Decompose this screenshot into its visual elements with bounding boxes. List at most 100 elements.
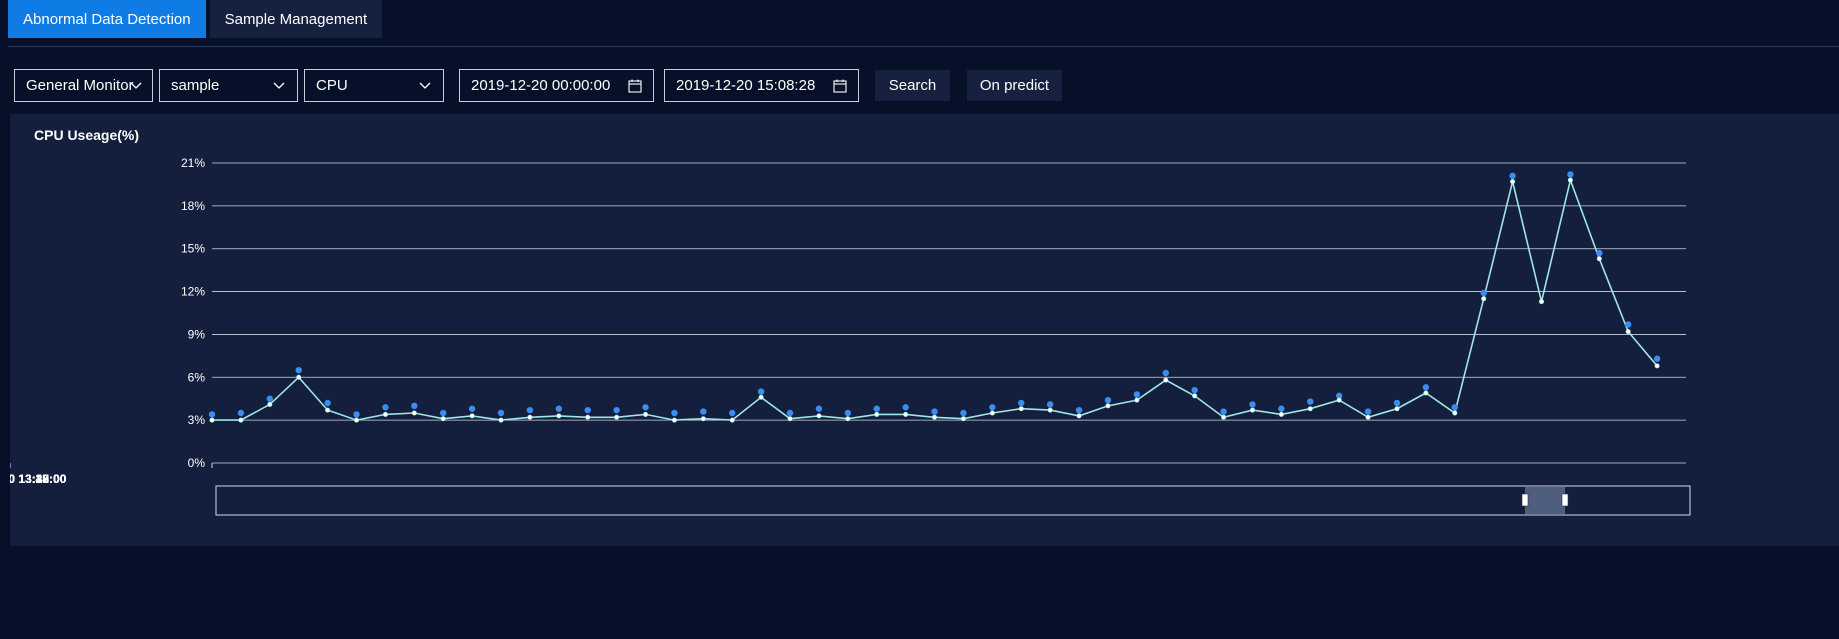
actual-point	[1394, 406, 1400, 412]
predicted-point	[989, 404, 996, 411]
predicted-point	[1567, 171, 1574, 178]
predicted-point	[671, 409, 678, 417]
monitor-select-value: General Monitor	[26, 77, 134, 94]
actual-point	[1076, 413, 1082, 419]
actual-point	[1365, 414, 1371, 420]
actual-point	[267, 401, 273, 407]
y-tick-label: 18%	[181, 199, 205, 213]
predicted-point	[1596, 249, 1603, 257]
end-time-picker[interactable]: 2019-12-20 15:08:28	[664, 69, 859, 102]
actual-point	[903, 411, 909, 417]
actual-point	[1596, 256, 1602, 262]
x-tick-label: 2019-12-20 13:42:00	[10, 472, 67, 486]
actual-point	[845, 416, 851, 422]
predicted-point	[497, 409, 505, 417]
predicted-point	[324, 399, 331, 407]
predicted-point	[468, 405, 476, 412]
y-axis-ticks: 0% 3% 6% 9% 12% 15% 18% 21%	[181, 156, 205, 470]
x-tick-label: 2019-12-20 13:30:00	[10, 472, 67, 486]
zoom-handle[interactable]	[1521, 493, 1529, 507]
actual-point	[585, 414, 591, 420]
metric-select[interactable]: CPU	[304, 69, 444, 102]
actual-point	[1423, 390, 1429, 396]
tab-sample-management[interactable]: Sample Management	[209, 0, 383, 38]
actual-point	[1134, 397, 1140, 403]
actual-point	[816, 413, 822, 419]
actual-point	[787, 416, 793, 422]
actual-point	[1654, 363, 1660, 369]
actual-point	[1047, 407, 1053, 413]
predicted-point	[1451, 404, 1458, 411]
predicted-point	[815, 405, 823, 412]
chevron-down-icon	[417, 78, 433, 94]
predicted-point	[1104, 396, 1112, 404]
tab-bar: Abnormal Data Detection Sample Managemen…	[8, 0, 383, 38]
predicted-point	[1624, 321, 1632, 328]
end-time-value: 2019-12-20 15:08:28	[676, 77, 816, 94]
predicted-point	[1018, 399, 1025, 407]
actual-point	[469, 413, 475, 419]
predicted-point	[295, 366, 302, 374]
predicted-point	[613, 406, 620, 414]
actual-point	[1307, 406, 1313, 412]
actual-point	[325, 407, 331, 413]
y-tick-label: 9%	[188, 327, 206, 341]
predicted-point	[555, 405, 563, 412]
zoom-handle[interactable]	[1561, 493, 1569, 507]
actual-point	[932, 414, 938, 420]
predicted-point	[1191, 386, 1198, 394]
predicted-point	[440, 409, 447, 417]
predicted-point	[1509, 172, 1516, 180]
predicted-point	[1335, 392, 1343, 400]
chart-panel: CPU Useage(%) 0% 3% 6% 9% 12% 15% 18% 21% 2019-…	[10, 114, 1839, 546]
chevron-down-icon	[271, 78, 287, 94]
predicted-point	[208, 411, 216, 418]
monitor-select[interactable]: General Monitor	[14, 69, 153, 102]
predicted-point	[1307, 398, 1314, 405]
actual-point	[296, 374, 302, 380]
calendar-icon	[627, 78, 643, 94]
actual-point	[411, 410, 417, 416]
predicted-point	[1249, 401, 1256, 408]
predicted-point	[1133, 391, 1141, 398]
actual-point	[960, 416, 966, 422]
x-tick-label: 2019-12-20 13:39:00	[10, 472, 67, 486]
predicted-point	[1075, 406, 1083, 414]
actual-point	[700, 416, 706, 422]
actual-point	[758, 394, 764, 400]
predicted-point	[700, 408, 707, 415]
search-button[interactable]: Search	[875, 70, 950, 101]
predicted-point	[757, 388, 765, 395]
predicted-point	[584, 406, 591, 414]
actual-point	[527, 414, 533, 420]
on-predict-button[interactable]: On predict	[967, 70, 1062, 101]
predicted-point	[1278, 405, 1285, 412]
predicted-point	[237, 409, 245, 417]
predicted-point	[844, 409, 852, 417]
actual-point	[556, 413, 562, 419]
predicted-point	[266, 395, 274, 402]
actual-point	[1452, 410, 1458, 416]
actual-point	[440, 416, 446, 422]
zoom-track	[215, 485, 1691, 516]
sample-select[interactable]: sample	[159, 69, 298, 102]
predicted-point	[1162, 369, 1169, 377]
start-time-value: 2019-12-20 00:00:00	[471, 77, 611, 94]
tab-abnormal-data-detection[interactable]: Abnormal Data Detection	[8, 0, 206, 38]
predicted-point	[902, 404, 909, 411]
y-tick-label: 15%	[181, 242, 205, 256]
actual-point	[1249, 407, 1255, 413]
start-time-picker[interactable]: 2019-12-20 00:00:00	[459, 69, 654, 102]
predicted-point	[642, 404, 649, 411]
x-tick-label: 2019-12-20 13:33:00	[10, 472, 67, 486]
actual-point	[614, 414, 620, 420]
actual-point	[1625, 329, 1631, 335]
sample-select-value: sample	[171, 77, 220, 94]
series-line-actual	[212, 177, 1658, 421]
predicted-point	[1480, 289, 1487, 297]
zoom-selection[interactable]	[1525, 487, 1565, 514]
chart-series	[208, 171, 1661, 423]
actual-point	[1221, 414, 1227, 420]
chart-grid	[10, 162, 1686, 468]
